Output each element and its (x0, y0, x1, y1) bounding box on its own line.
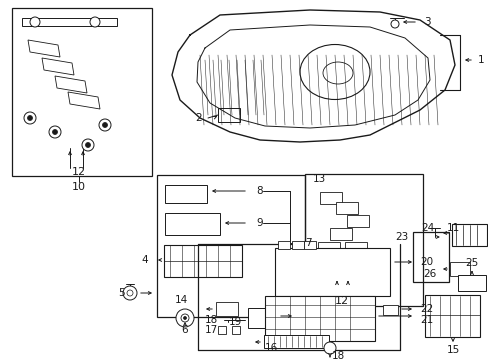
Bar (424, 295, 479, 337)
Text: 6: 6 (182, 325, 188, 335)
Bar (457, 275, 485, 291)
Text: 16: 16 (264, 343, 278, 353)
Text: 20: 20 (419, 257, 432, 267)
Circle shape (183, 316, 186, 320)
Text: 9: 9 (256, 218, 262, 228)
Bar (335, 202, 357, 214)
Text: 19: 19 (228, 317, 242, 327)
Bar (164, 213, 220, 235)
Bar (291, 241, 304, 249)
Bar (157, 175, 305, 317)
Circle shape (82, 139, 94, 151)
Text: 22: 22 (419, 304, 432, 314)
Text: 5: 5 (118, 288, 125, 298)
Circle shape (85, 143, 90, 148)
Circle shape (127, 290, 133, 296)
Bar (305, 174, 422, 306)
Circle shape (102, 122, 107, 127)
Bar (22, 18, 117, 26)
Text: 12: 12 (334, 296, 348, 306)
Text: 24: 24 (421, 223, 434, 233)
Bar (317, 242, 339, 254)
Text: 17: 17 (204, 325, 218, 335)
Circle shape (123, 286, 137, 300)
Text: 18: 18 (331, 351, 345, 360)
Bar (329, 228, 351, 240)
Circle shape (90, 17, 100, 27)
Text: 8: 8 (256, 186, 262, 196)
Text: 18: 18 (204, 315, 218, 325)
Text: 23: 23 (394, 232, 407, 242)
Bar (231, 326, 240, 334)
Circle shape (27, 116, 32, 121)
Circle shape (181, 314, 189, 322)
Text: 15: 15 (446, 345, 459, 355)
Bar (264, 335, 328, 348)
Circle shape (390, 20, 398, 28)
Bar (345, 242, 366, 254)
Circle shape (52, 130, 58, 135)
Bar (163, 245, 242, 277)
Text: 3: 3 (423, 17, 430, 27)
Circle shape (24, 112, 36, 124)
Text: 21: 21 (419, 315, 432, 325)
Text: 7: 7 (305, 238, 311, 248)
Bar (12, 8, 152, 176)
Bar (319, 192, 341, 204)
Text: 26: 26 (422, 269, 435, 279)
Circle shape (99, 119, 111, 131)
Bar (346, 215, 368, 227)
Bar (412, 232, 448, 282)
Circle shape (49, 126, 61, 138)
Text: 14: 14 (174, 295, 187, 305)
Bar (164, 185, 206, 203)
Circle shape (176, 309, 194, 327)
Circle shape (324, 342, 335, 354)
Circle shape (30, 17, 40, 27)
Bar (449, 262, 469, 276)
Text: 25: 25 (465, 258, 478, 268)
Bar (278, 241, 289, 249)
Text: 11: 11 (446, 223, 459, 233)
Text: 12: 12 (72, 167, 86, 177)
Bar (304, 241, 315, 249)
Bar (216, 302, 238, 316)
Bar (382, 305, 397, 315)
Bar (274, 248, 389, 296)
Text: 10: 10 (72, 182, 86, 192)
Bar (218, 108, 240, 122)
Bar (218, 326, 225, 334)
Bar (264, 296, 374, 341)
Bar (247, 308, 278, 328)
Bar (319, 270, 341, 282)
Text: 4: 4 (141, 255, 148, 265)
Text: 13: 13 (312, 174, 325, 184)
Text: 1: 1 (477, 55, 484, 65)
Text: 2: 2 (195, 113, 202, 123)
Bar (329, 258, 351, 270)
Bar (451, 224, 486, 246)
